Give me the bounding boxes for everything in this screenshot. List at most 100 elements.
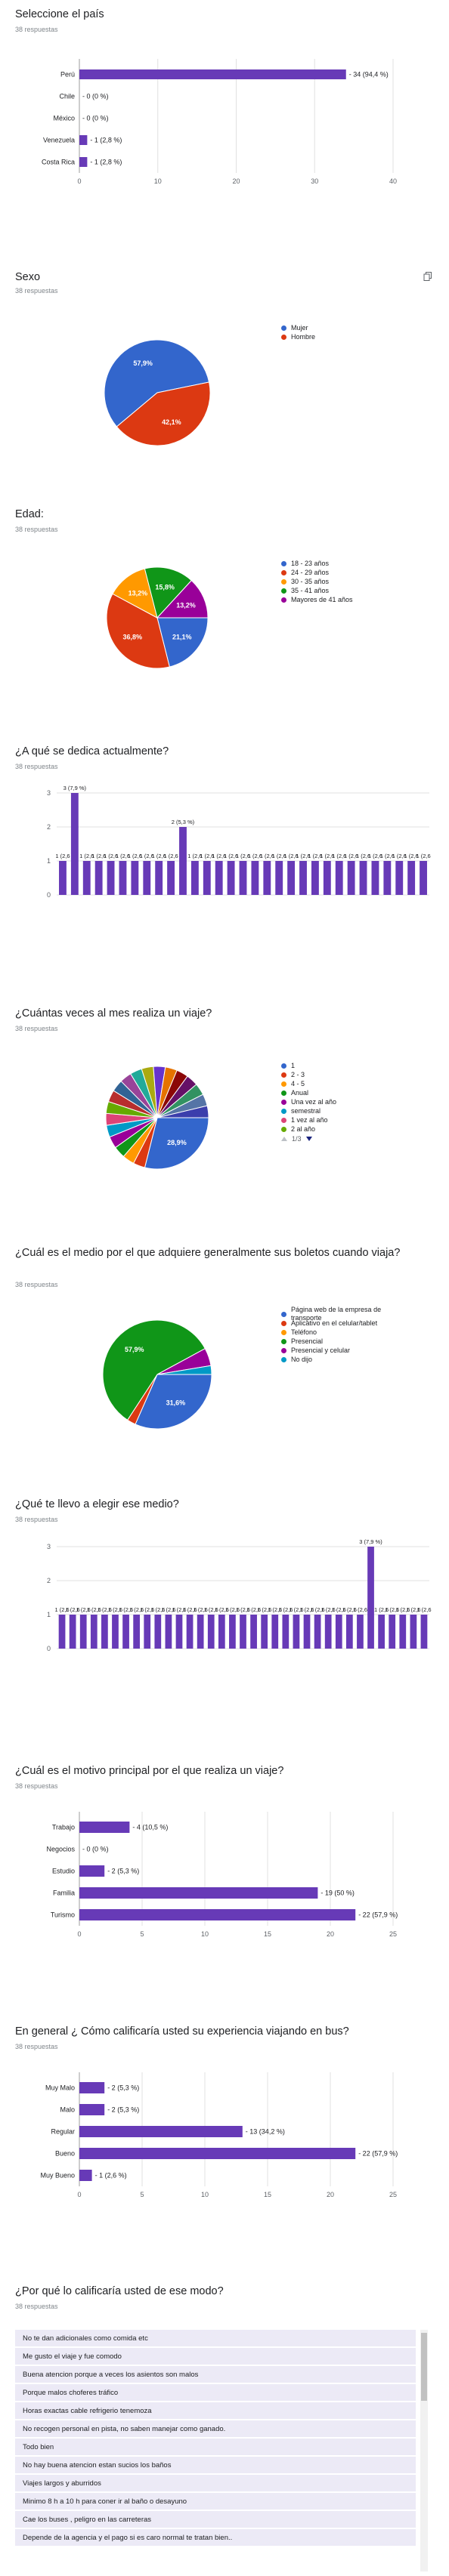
- legend-entry: 18 - 23 años: [281, 559, 353, 568]
- legend-prev-icon[interactable]: [281, 1137, 287, 1141]
- bar: [250, 1615, 257, 1649]
- data-label: 1 (2,6: [284, 853, 299, 859]
- bar: [314, 1615, 321, 1649]
- slice-label: 15,8%: [155, 584, 175, 591]
- data-label: 1 (2,6: [76, 1606, 91, 1613]
- bar: [275, 861, 283, 895]
- legend-entry: Hombre: [281, 332, 315, 341]
- legend-dot: [281, 1126, 286, 1132]
- legend-dot: [281, 1108, 286, 1114]
- data-label: 1 (2,6: [395, 1606, 410, 1613]
- category-label: Turismo: [51, 1911, 75, 1919]
- bar: [282, 1615, 290, 1649]
- legend-entry: No dijo: [281, 1355, 402, 1364]
- y-tick-label: 3: [47, 1543, 51, 1550]
- slice-label: 42,1%: [162, 418, 181, 426]
- legend-dot: [281, 1081, 286, 1087]
- bar: [79, 2104, 105, 2115]
- scrollbar[interactable]: [420, 2330, 428, 2571]
- data-label: 1 (2,6: [332, 853, 346, 859]
- x-tick-label: 10: [154, 177, 162, 185]
- pie-chart: 28,9%: [105, 1066, 209, 1170]
- bar: [58, 1615, 66, 1649]
- response-count: 38 respuestas: [15, 2303, 58, 2310]
- legend-entry: Mayores de 41 años: [281, 595, 353, 604]
- x-tick-label: 0: [77, 1930, 81, 1938]
- x-tick-label: 10: [201, 2191, 209, 2198]
- legend-label: Mujer: [291, 323, 308, 332]
- data-label: 1 (2,6: [79, 853, 94, 859]
- legend-entry: 2 al año: [281, 1124, 336, 1134]
- data-label: 1 (2,6: [236, 853, 250, 859]
- legend-entry: 30 - 35 años: [281, 577, 353, 586]
- question-card-medium-reason: ¿Qué te llevo a elegir ese medio? 38 res…: [0, 1492, 449, 1703]
- response-item: Viajes largos y aburridos: [15, 2475, 416, 2491]
- bar: [82, 861, 91, 895]
- data-label: 1 (2,6: [194, 1606, 208, 1613]
- slice-label: 57,9%: [125, 1346, 144, 1353]
- bar: [155, 861, 163, 895]
- legend-next-icon[interactable]: [305, 1137, 312, 1141]
- legend-dot: [281, 1338, 286, 1344]
- legend-entry: Teléfono: [281, 1328, 402, 1337]
- response-count: 38 respuestas: [15, 763, 58, 770]
- data-label: 1 (2,6: [152, 853, 166, 859]
- y-tick-label: 3: [47, 789, 51, 797]
- x-tick-label: 0: [77, 2191, 81, 2198]
- x-tick-label: 20: [232, 177, 240, 185]
- data-label: 1 (2,6: [55, 853, 70, 859]
- data-label: 1 (2,6: [116, 853, 130, 859]
- slice-label: 13,2%: [176, 601, 196, 609]
- slice-label: 31,6%: [166, 1399, 186, 1406]
- bar: [335, 861, 343, 895]
- bar: [133, 1615, 141, 1649]
- bar: [227, 861, 235, 895]
- data-label: 1 (2,6: [380, 853, 395, 859]
- x-tick-label: 15: [264, 2191, 271, 2198]
- category-label: Muy Malo: [45, 2084, 75, 2092]
- response-count: 38 respuestas: [15, 2043, 58, 2050]
- x-tick-label: 25: [389, 2191, 397, 2198]
- pie-slice: [102, 1319, 206, 1421]
- pie-slice: [112, 568, 158, 619]
- bar: [399, 1615, 407, 1649]
- x-tick-label: 20: [327, 1930, 334, 1938]
- data-label: 1 (2,6: [385, 1606, 399, 1613]
- bar: [251, 861, 259, 895]
- response-count: 38 respuestas: [15, 1516, 58, 1523]
- category-label: Trabajo: [52, 1824, 75, 1831]
- data-label: 1 (2,6: [257, 1606, 271, 1613]
- legend-dot: [281, 1099, 286, 1105]
- pie-slice: [144, 1117, 209, 1170]
- data-label: - 13 (34,2 %): [246, 2128, 285, 2136]
- legend-pager: 1/3: [281, 1134, 336, 1144]
- data-label: 1 (2,6: [140, 1606, 154, 1613]
- data-label: 1 (2,6: [200, 853, 214, 859]
- data-label: 2 (5,3 %): [172, 819, 195, 825]
- pie-slice: [104, 339, 210, 427]
- legend-dot: [281, 1117, 286, 1123]
- x-tick-label: 0: [77, 177, 81, 185]
- data-label: 1 (2,6: [353, 1606, 367, 1613]
- bar: [345, 1615, 353, 1649]
- bar: [79, 69, 346, 79]
- pie-legend: 18 - 23 años 24 - 29 años 30 - 35 años 35 -…: [281, 559, 353, 604]
- scrollbar-thumb[interactable]: [421, 2333, 427, 2401]
- x-tick-label: 5: [140, 2191, 144, 2198]
- category-label: Chile: [59, 93, 75, 100]
- bar: [299, 861, 307, 895]
- data-label: 1 (2,6: [140, 853, 154, 859]
- bar: [323, 861, 331, 895]
- bar: [79, 1615, 87, 1649]
- data-label: - 1 (2,6 %): [95, 2172, 127, 2180]
- data-label: - 0 (0 %): [82, 93, 109, 100]
- question-card-country: Seleccione el país 38 respuestas 0 10 20 30…: [0, 0, 449, 219]
- bar: [165, 1615, 172, 1649]
- legend-label: Anual: [291, 1088, 309, 1097]
- copy-icon[interactable]: [423, 272, 432, 281]
- data-label: 1 (2,6: [289, 1606, 303, 1613]
- question-card-why-rating: ¿Por qué lo calificaría usted de ese mod…: [0, 2269, 449, 2576]
- legend-dot: [281, 1063, 286, 1069]
- legend-dot: [281, 569, 286, 575]
